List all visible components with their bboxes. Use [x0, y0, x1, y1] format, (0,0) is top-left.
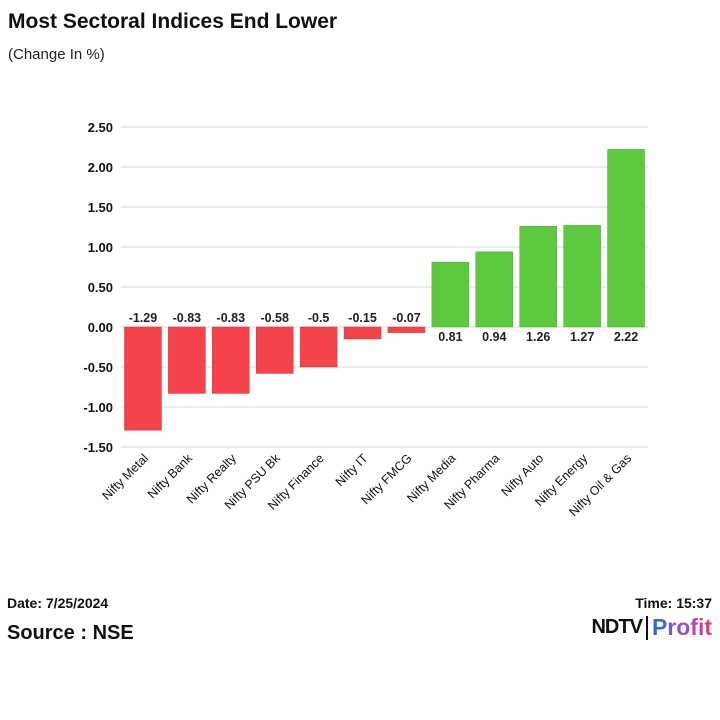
- x-tick-label: Nifty Metal: [99, 451, 151, 503]
- data-label: -0.5: [308, 311, 330, 325]
- chart-title: Most Sectoral Indices End Lower: [8, 10, 338, 33]
- data-label: -0.15: [348, 311, 377, 325]
- bar: [299, 326, 338, 368]
- time-label: Time: 15:37: [635, 595, 712, 611]
- data-label: -0.83: [217, 311, 246, 325]
- bar: [431, 261, 470, 328]
- bar: [343, 326, 382, 340]
- bar: [168, 326, 206, 394]
- y-tick-label: -1.00: [83, 400, 113, 415]
- data-label: 1.27: [570, 330, 594, 344]
- data-label: -1.29: [129, 311, 158, 325]
- ndtv-profit-logo: NDTV Profit: [591, 614, 712, 640]
- x-tick-label: Nifty IT: [333, 451, 371, 489]
- data-label: -0.58: [260, 311, 289, 325]
- bar: [607, 149, 645, 328]
- y-tick-label: 0.00: [88, 320, 113, 335]
- bar: [124, 326, 162, 431]
- data-label: 0.94: [482, 330, 506, 344]
- data-label: 0.81: [438, 330, 462, 344]
- bar: [387, 326, 426, 333]
- data-label: 2.22: [614, 330, 638, 344]
- bar: [519, 225, 557, 328]
- y-tick-label: 1.00: [88, 240, 113, 255]
- y-tick-label: 2.00: [88, 160, 113, 175]
- bar: [563, 225, 601, 328]
- date-label: Date: 7/25/2024: [7, 595, 109, 611]
- y-tick-label: 1.50: [88, 200, 113, 215]
- y-tick-label: 0.50: [88, 280, 113, 295]
- data-label: -0.83: [173, 311, 202, 325]
- bar-chart: 2.50 2.00 1.50 1.00 0.50 0.00 -0.50 -1.00 -1.50 -…: [83, 120, 648, 519]
- chart-subtitle: (Change In %): [8, 46, 105, 63]
- data-label: -0.07: [392, 311, 421, 325]
- y-tick-label: -0.50: [83, 360, 113, 375]
- bar: [255, 326, 294, 374]
- data-label: 1.26: [526, 330, 550, 344]
- y-tick-label: 2.50: [88, 120, 113, 135]
- bar: [475, 251, 514, 328]
- bar: [212, 326, 250, 394]
- source-label: Source : NSE: [7, 622, 134, 644]
- y-tick-label: -1.50: [83, 440, 113, 455]
